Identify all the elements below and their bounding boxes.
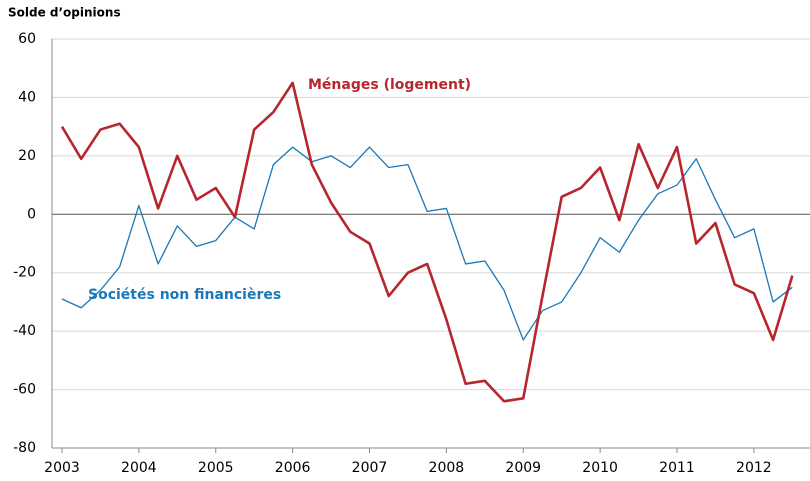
x-tick-label: 2012 [736,460,772,476]
y-tick-label: 0 [27,206,36,222]
x-tick-label: 2003 [44,460,80,476]
y-tick-label: -80 [13,440,36,456]
y-tick-label: -60 [13,382,36,398]
series-line [60,81,794,403]
y-tick-label: 40 [18,89,36,105]
y-tick-label: 20 [18,148,36,164]
y-tick-label: 60 [18,31,36,47]
chart-title: Solde d’opinions [8,6,121,20]
x-tick-label: 2009 [505,460,541,476]
series-label: Ménages (logement) [308,77,471,93]
x-tick-label: 2008 [429,460,465,476]
x-tick-label: 2004 [121,460,157,476]
x-tick-label: 2006 [275,460,311,476]
x-tick-label: 2011 [659,460,695,476]
series-line [61,146,793,341]
y-tick-label: -40 [13,323,36,339]
x-tick-label: 2005 [198,460,234,476]
x-tick-label: 2007 [352,460,388,476]
x-tick-label: 2010 [582,460,618,476]
y-tick-label: -20 [13,265,36,281]
series-label: Sociétés non financières [88,287,281,303]
